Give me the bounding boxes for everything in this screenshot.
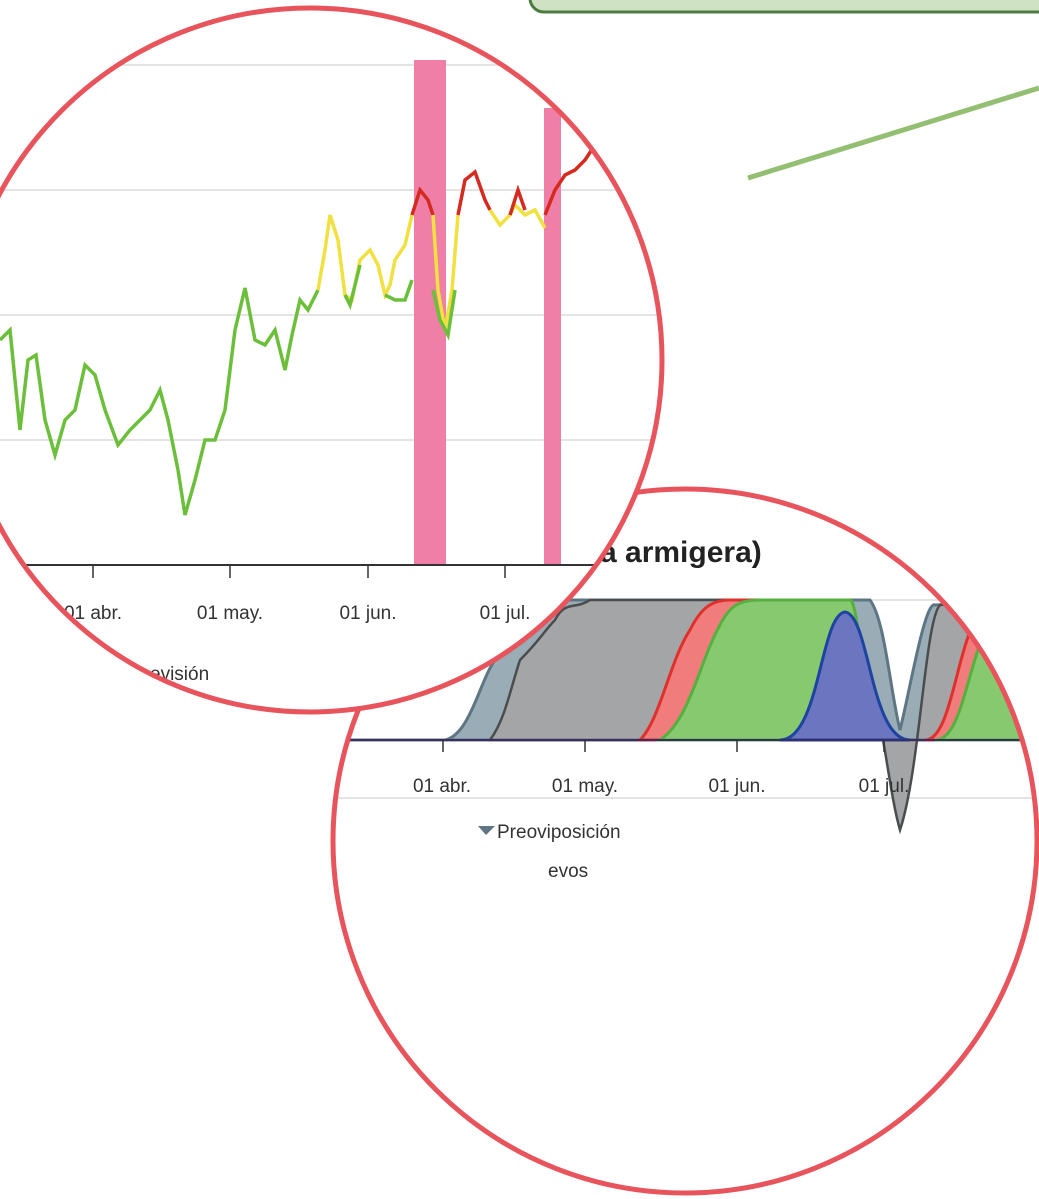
alert-band	[544, 108, 561, 565]
x-tick-label: 01 abr.	[413, 776, 471, 797]
line-green	[431, 289, 457, 341]
x-tick-label: 01 jun.	[708, 776, 765, 797]
line-red	[543, 144, 597, 216]
line-green	[384, 279, 414, 302]
legend-marker	[478, 826, 495, 835]
x-tick-label: 01 jun.	[339, 603, 396, 624]
x-tick-label: 01 jul.	[859, 776, 910, 797]
legend-label: evos	[548, 861, 588, 882]
line-green	[0, 287, 320, 516]
legend-label: Preoviposición	[497, 822, 621, 843]
line-red	[410, 186, 435, 216]
x-tick-label: 01 abr.	[64, 603, 122, 624]
x-tick-label: 01 may.	[552, 776, 618, 797]
line-yellow	[316, 214, 414, 303]
top-zoom: 01 abr. 01 may. 01 jun. 01 jul. evisión	[0, 5, 665, 715]
bottom-zoom: 01 abr. 01 may. 01 jun. 01 jul. a armige…	[330, 486, 1039, 1196]
chart-title: a armigera)	[600, 536, 762, 569]
connector-line	[747, 85, 1039, 181]
legend-label: evisión	[150, 664, 209, 685]
line-green	[343, 264, 362, 311]
line-red	[508, 184, 527, 216]
line-red	[456, 169, 492, 216]
x-tick-label: 01 may.	[197, 603, 263, 624]
x-tick-label: 01 jul.	[480, 603, 531, 624]
green-box	[528, 0, 1039, 14]
area	[779, 610, 911, 742]
